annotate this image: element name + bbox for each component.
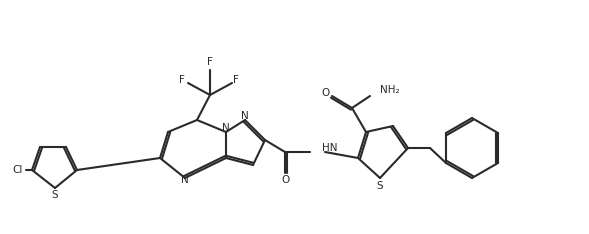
Text: O: O — [281, 175, 289, 185]
Text: O: O — [322, 88, 330, 98]
Text: F: F — [179, 75, 185, 85]
Text: N: N — [181, 175, 189, 185]
Text: HN: HN — [322, 143, 337, 153]
Text: F: F — [233, 75, 239, 85]
Text: S: S — [52, 190, 58, 200]
Text: NH₂: NH₂ — [380, 85, 399, 95]
Text: S: S — [377, 181, 383, 191]
Text: Cl: Cl — [13, 165, 23, 175]
Text: N: N — [241, 111, 249, 121]
Text: F: F — [207, 57, 213, 67]
Text: N: N — [222, 123, 230, 133]
